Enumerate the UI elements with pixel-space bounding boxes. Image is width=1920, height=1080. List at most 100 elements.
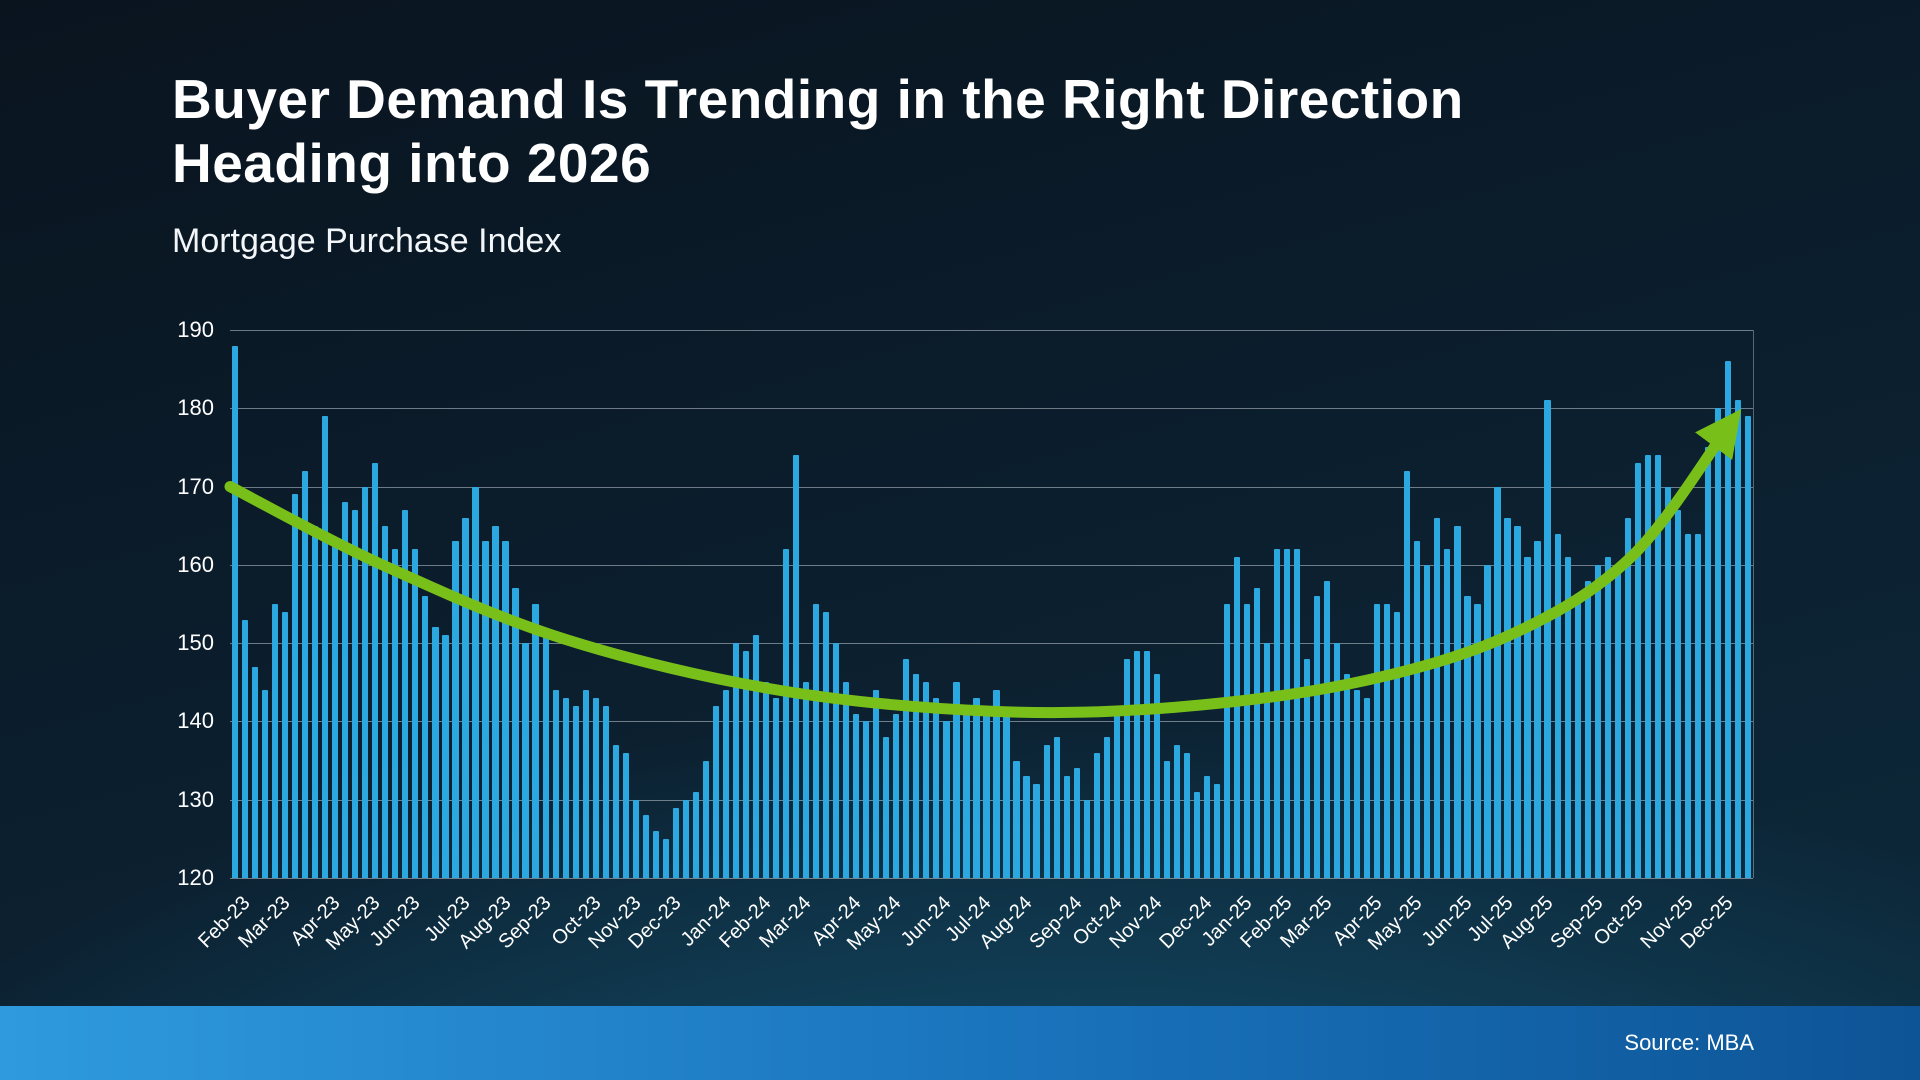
bar bbox=[512, 588, 519, 878]
bar bbox=[1654, 455, 1661, 878]
bar bbox=[572, 705, 579, 878]
bar bbox=[1404, 470, 1411, 878]
bar bbox=[592, 697, 599, 878]
bar bbox=[1203, 776, 1211, 878]
bar bbox=[1484, 564, 1491, 878]
bar bbox=[933, 697, 940, 878]
bar bbox=[1314, 596, 1321, 878]
bar bbox=[1384, 604, 1391, 878]
bar bbox=[1093, 752, 1100, 878]
bar bbox=[1434, 517, 1441, 878]
bar bbox=[562, 697, 569, 878]
bar bbox=[442, 635, 449, 878]
bar bbox=[1304, 658, 1311, 878]
bar bbox=[1043, 744, 1050, 878]
bar bbox=[943, 721, 950, 878]
bar bbox=[282, 611, 289, 878]
bar bbox=[241, 619, 249, 878]
bar bbox=[462, 517, 469, 878]
bar bbox=[1524, 557, 1531, 878]
bar bbox=[913, 674, 920, 878]
bar bbox=[1744, 416, 1752, 878]
bar bbox=[231, 345, 239, 878]
bar bbox=[1714, 408, 1722, 878]
bar bbox=[392, 549, 399, 878]
bar bbox=[422, 596, 429, 878]
bar bbox=[1063, 776, 1070, 878]
bar bbox=[1504, 517, 1511, 878]
bar bbox=[1133, 650, 1140, 878]
bar bbox=[793, 455, 800, 878]
bar bbox=[1534, 541, 1541, 878]
y-axis-label: 190 bbox=[177, 317, 214, 342]
footer-bar: Source: MBA bbox=[0, 1006, 1920, 1080]
bar bbox=[292, 494, 299, 878]
bar bbox=[1704, 447, 1711, 878]
bar bbox=[702, 760, 710, 878]
bar bbox=[1253, 588, 1261, 878]
bar bbox=[482, 541, 489, 878]
bar bbox=[1574, 596, 1581, 878]
bar bbox=[532, 604, 539, 878]
bar bbox=[1464, 596, 1471, 878]
bar bbox=[412, 549, 419, 878]
bar bbox=[1544, 400, 1551, 878]
bar bbox=[1103, 737, 1110, 878]
gridline-170 bbox=[230, 486, 1753, 488]
bar bbox=[903, 658, 910, 878]
bar bbox=[1143, 650, 1150, 878]
y-axis-label: 120 bbox=[177, 865, 214, 890]
bar bbox=[1334, 643, 1341, 878]
bar bbox=[1664, 486, 1671, 878]
bar bbox=[762, 682, 770, 878]
page-title: Buyer Demand Is Trending in the Right Di… bbox=[172, 68, 1464, 196]
y-axis-label: 170 bbox=[177, 473, 214, 499]
bar bbox=[1374, 604, 1381, 878]
bar bbox=[1223, 604, 1231, 878]
gridline-140 bbox=[230, 721, 1753, 723]
bar bbox=[883, 737, 890, 878]
bar bbox=[1684, 533, 1691, 878]
bar bbox=[1283, 549, 1291, 878]
bar bbox=[1644, 455, 1651, 878]
bar bbox=[602, 705, 609, 878]
bar bbox=[1073, 768, 1080, 878]
bar bbox=[853, 713, 860, 878]
bar bbox=[1213, 784, 1221, 878]
bar bbox=[1734, 400, 1742, 878]
bar bbox=[382, 525, 389, 878]
bar bbox=[582, 690, 589, 878]
title-line-1: Buyer Demand Is Trending in the Right Di… bbox=[172, 68, 1464, 130]
bar bbox=[682, 799, 689, 878]
bar bbox=[993, 690, 1000, 878]
bar bbox=[612, 744, 619, 878]
x-axis-label: Sep-25 bbox=[1546, 892, 1608, 954]
source-label: Source: MBA bbox=[1624, 1030, 1754, 1055]
bar bbox=[1624, 517, 1631, 878]
bar bbox=[362, 486, 369, 878]
bar bbox=[1083, 799, 1090, 878]
bar bbox=[823, 611, 830, 878]
bar bbox=[893, 713, 900, 878]
bar bbox=[372, 463, 379, 878]
bar bbox=[772, 697, 780, 878]
bar bbox=[1153, 674, 1160, 878]
bar bbox=[953, 682, 960, 878]
bar bbox=[873, 690, 880, 878]
bar bbox=[332, 541, 339, 878]
bar bbox=[1394, 611, 1401, 878]
bar bbox=[271, 604, 279, 878]
bar bbox=[672, 807, 679, 878]
bar bbox=[1634, 463, 1641, 878]
bar bbox=[1273, 549, 1281, 878]
bar bbox=[1293, 549, 1301, 878]
bar bbox=[251, 666, 259, 878]
bar bbox=[632, 799, 639, 878]
bar bbox=[782, 549, 790, 878]
bar bbox=[1614, 564, 1621, 878]
bar bbox=[863, 721, 870, 878]
y-axis-label: 180 bbox=[177, 395, 214, 421]
bar bbox=[722, 690, 730, 878]
bar bbox=[1444, 549, 1451, 878]
gridline-180 bbox=[230, 408, 1753, 410]
